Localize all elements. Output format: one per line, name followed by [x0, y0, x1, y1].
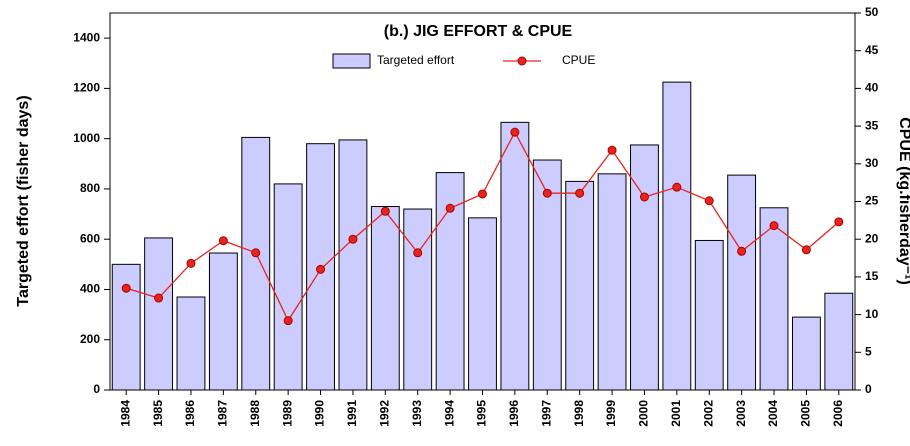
- x-tick-label: 1992: [377, 400, 391, 427]
- bar: [111, 263, 141, 391]
- bar: [662, 81, 692, 391]
- bar: [630, 144, 659, 391]
- y-tick-label: 1400: [73, 30, 100, 44]
- x-tick-label: 1986: [183, 400, 197, 427]
- y2-tick-label: 40: [865, 81, 879, 95]
- y-tick-label: 600: [80, 231, 100, 245]
- y2-tick-label: 35: [865, 118, 879, 132]
- y2-tick-label: 15: [865, 269, 879, 283]
- cpue-marker: [478, 189, 487, 199]
- cpue-marker: [316, 264, 326, 274]
- legend-marker: [517, 56, 527, 66]
- cpue-marker: [607, 145, 617, 155]
- cpue-marker: [380, 206, 390, 216]
- bar: [532, 159, 562, 391]
- x-tick-label: 2005: [799, 400, 813, 427]
- x-tick-label: 1985: [151, 400, 165, 427]
- bar: [824, 292, 854, 391]
- cpue-marker: [737, 246, 747, 256]
- bar: [565, 180, 595, 391]
- bar: [241, 136, 271, 391]
- x-tick-label: 1990: [313, 400, 327, 427]
- bar: [273, 183, 303, 391]
- bar: [727, 174, 757, 391]
- bar: [597, 173, 627, 391]
- x-tick-label: 2003: [734, 400, 748, 427]
- cpue-marker: [251, 248, 261, 258]
- bar: [791, 316, 821, 391]
- cpue-marker: [348, 234, 358, 244]
- legend-label: CPUE: [562, 53, 595, 67]
- y-tick-label: 1200: [73, 81, 100, 95]
- x-tick-label: 1989: [280, 400, 294, 427]
- bar: [370, 206, 400, 391]
- x-tick-label: 1988: [248, 400, 262, 427]
- chart-title: (b.) JIG EFFORT & CPUE: [384, 23, 573, 40]
- cpue-marker: [834, 217, 844, 227]
- y2-tick-label: 20: [865, 231, 879, 245]
- x-tick-label: 1996: [507, 400, 521, 427]
- cpue-marker: [672, 182, 682, 192]
- bar: [208, 252, 238, 391]
- x-tick-label: 2002: [701, 400, 715, 427]
- cpue-marker: [801, 245, 811, 255]
- bar: [403, 208, 433, 391]
- x-tick-label: 2006: [831, 400, 845, 427]
- x-tick-label: 1984: [118, 400, 132, 427]
- cpue-marker: [186, 258, 196, 268]
- y2-tick-label: 45: [865, 43, 879, 57]
- x-tick-label: 1997: [539, 400, 553, 427]
- cpue-marker: [542, 188, 552, 198]
- bar: [500, 121, 530, 391]
- x-tick-label: 2001: [669, 400, 683, 427]
- y2-tick-label: 50: [865, 5, 879, 19]
- cpue-marker: [413, 248, 423, 258]
- bar: [694, 239, 724, 391]
- x-tick-label: 2000: [637, 400, 651, 427]
- y2-tick-label: 25: [865, 194, 879, 208]
- cpue-marker: [639, 192, 649, 202]
- y-tick-label: 800: [80, 181, 100, 195]
- y-tick-label: 1000: [73, 131, 100, 145]
- cpue-marker: [704, 196, 714, 206]
- cpue-marker: [575, 188, 585, 198]
- x-tick-label: 1994: [442, 400, 456, 427]
- y-tick-label: 200: [80, 332, 100, 346]
- y-tick-label: 400: [80, 282, 100, 296]
- x-tick-label: 1991: [345, 400, 359, 427]
- y2-tick-label: 10: [865, 307, 879, 321]
- cpue-marker: [510, 127, 520, 137]
- x-tick-label: 1999: [604, 400, 618, 427]
- bar: [468, 217, 497, 391]
- cpue-marker: [121, 283, 131, 293]
- y2-tick-label: 30: [865, 156, 879, 170]
- cpue-marker: [769, 221, 779, 231]
- y2-tick-label: 5: [865, 344, 872, 358]
- x-tick-label: 1987: [216, 400, 230, 427]
- legend-swatch: [332, 53, 371, 69]
- y-tick-label: 0: [93, 382, 100, 396]
- y2-axis-title: CPUE (kg.fisherday⁻¹): [896, 117, 910, 285]
- x-tick-label: 1995: [475, 400, 489, 427]
- legend-label: Targeted effort: [377, 53, 455, 67]
- bar: [338, 139, 368, 391]
- cpue-marker: [218, 236, 228, 246]
- y2-tick-label: 0: [865, 382, 872, 396]
- x-tick-label: 1998: [572, 400, 586, 427]
- x-tick-label: 2004: [766, 400, 780, 427]
- bar: [176, 296, 206, 391]
- cpue-marker: [154, 293, 164, 303]
- bar: [759, 207, 789, 391]
- bar: [144, 237, 174, 391]
- cpue-marker: [445, 203, 455, 213]
- y-axis-title: Targeted effort (fisher days): [15, 95, 32, 306]
- cpue-marker: [283, 316, 293, 326]
- x-tick-label: 1993: [410, 400, 424, 427]
